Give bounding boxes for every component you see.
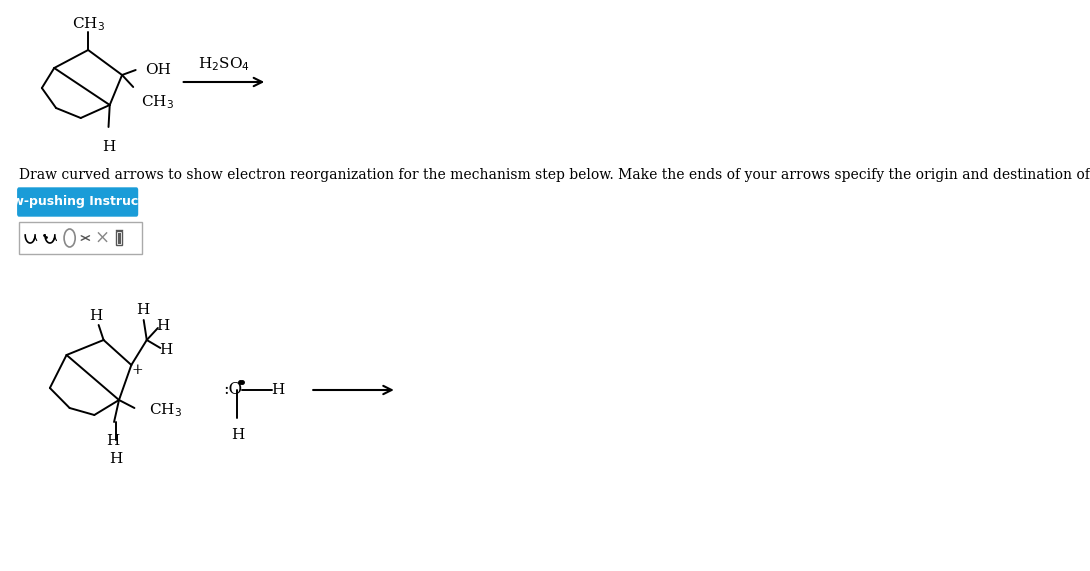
FancyBboxPatch shape (17, 188, 137, 216)
Text: H: H (159, 343, 172, 357)
Text: OH: OH (146, 63, 171, 77)
Text: Draw curved arrows to show electron reorganization for the mechanism step below.: Draw curved arrows to show electron reor… (19, 168, 1090, 182)
Text: :O: :O (223, 381, 242, 399)
Text: H: H (109, 452, 122, 466)
Text: H: H (89, 309, 102, 323)
Text: CH$_3$: CH$_3$ (72, 15, 105, 33)
Text: CH$_3$: CH$_3$ (148, 401, 182, 419)
Text: H: H (231, 428, 244, 442)
Text: H: H (271, 383, 284, 397)
Text: H: H (156, 319, 169, 333)
FancyBboxPatch shape (19, 222, 143, 254)
Text: H: H (106, 434, 120, 448)
Text: H: H (101, 140, 116, 154)
Text: H: H (136, 303, 149, 317)
Text: H$_2$SO$_4$: H$_2$SO$_4$ (198, 55, 250, 73)
Text: +: + (132, 363, 143, 377)
Text: CH$_3$: CH$_3$ (141, 93, 173, 111)
Text: ×: × (95, 229, 110, 247)
Text: Arrow-pushing Instructions: Arrow-pushing Instructions (0, 195, 173, 208)
